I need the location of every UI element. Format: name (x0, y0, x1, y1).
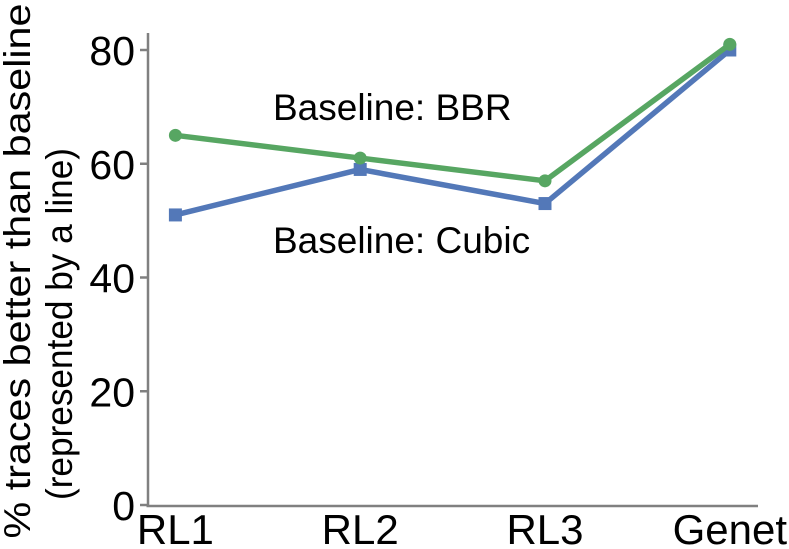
x-category-label: RL2 (322, 506, 399, 549)
data-point-square-baseline-cubic (353, 162, 367, 176)
y-tick-label: 20 (89, 369, 135, 415)
x-category-label: RL3 (506, 506, 583, 549)
data-point-circle-baseline-bbr (723, 37, 737, 51)
series-annotation-2: Baseline: Cubic (273, 220, 530, 261)
data-point-square-baseline-cubic (538, 197, 552, 211)
y-tick-label: 0 (112, 483, 135, 529)
series-line-baseline-bbr (172, 41, 733, 184)
series-line-baseline-cubic (172, 47, 733, 218)
data-point-circle-baseline-bbr (168, 128, 182, 142)
data-point-circle-baseline-bbr (538, 174, 552, 188)
y-tick-label: 80 (89, 28, 135, 74)
data-point-square-baseline-cubic (168, 208, 182, 222)
y-axis-label-line1: % traces better than baseline (0, 4, 38, 539)
series-annotation-1: Baseline: BBR (273, 87, 512, 128)
y-axis-label-line2: (represented by a line) (39, 148, 80, 500)
x-category-label: Genet (673, 506, 788, 549)
x-category-label: RL1 (137, 506, 214, 549)
y-tick-label: 40 (89, 256, 135, 302)
data-point-circle-baseline-bbr (353, 151, 367, 165)
y-tick-label: 60 (89, 142, 135, 188)
